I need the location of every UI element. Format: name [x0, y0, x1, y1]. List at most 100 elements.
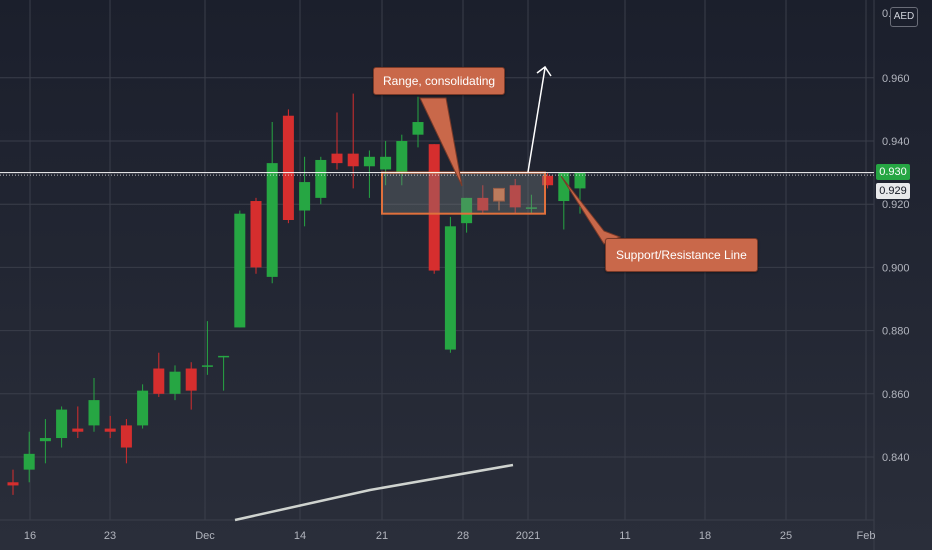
candle-body — [525, 207, 537, 209]
range-box[interactable] — [381, 171, 546, 215]
y-tick-label: 0.940 — [882, 136, 910, 148]
candle — [282, 109, 294, 224]
candle-body — [88, 400, 100, 426]
candle — [363, 150, 375, 198]
candle-body — [315, 159, 327, 198]
candle — [137, 384, 149, 429]
candle — [153, 352, 165, 397]
x-tick-label: 25 — [780, 530, 792, 542]
candle-body — [574, 172, 586, 189]
candle — [169, 365, 181, 401]
last-price-tag: 0.929 — [876, 183, 910, 199]
candle — [542, 172, 554, 189]
y-tick-label: 0.840 — [882, 452, 910, 464]
x-tick-label: 16 — [24, 530, 36, 542]
candle — [185, 362, 197, 410]
candle-body — [56, 409, 68, 439]
y-tick-label: 0. — [882, 8, 891, 20]
y-tick-label: 0.920 — [882, 199, 910, 211]
candle-body — [396, 141, 408, 173]
current-price-tag: 0.930 — [876, 164, 910, 180]
y-tick-label: 0.880 — [882, 326, 910, 338]
candle-body — [412, 122, 424, 135]
candle-body — [428, 144, 440, 271]
price-axis[interactable]: 0.840 0.860 0.880 0.900 0.920 0.940 0.960 0. — [882, 8, 910, 464]
y-tick-label: 0.900 — [882, 262, 910, 274]
candle-body — [23, 453, 35, 470]
candle — [380, 141, 392, 186]
axis-separators — [0, 0, 875, 550]
candle — [412, 96, 424, 148]
candle-body — [477, 197, 489, 211]
candle — [201, 321, 213, 375]
candle-body — [201, 365, 213, 367]
candle — [39, 419, 51, 464]
range-rectangle[interactable] — [381, 171, 546, 215]
candle-body — [444, 226, 456, 350]
candle-body — [266, 163, 278, 277]
candle-body — [250, 201, 262, 268]
candle-body — [299, 182, 311, 211]
candle-body — [153, 368, 165, 394]
candle — [88, 378, 100, 432]
x-tick-label: 2021 — [516, 530, 540, 542]
candle — [477, 185, 489, 214]
candle-body — [234, 213, 246, 328]
candle — [444, 216, 456, 353]
annotation-support[interactable]: Support/Resistance Line — [605, 238, 758, 272]
candle — [23, 431, 35, 483]
x-tick-label: 23 — [104, 530, 116, 542]
x-tick-label: Feb — [857, 530, 876, 542]
candle — [250, 197, 262, 274]
candle — [120, 419, 132, 464]
candles — [7, 93, 586, 495]
candle-body — [137, 390, 149, 426]
y-tick-label: 0.960 — [882, 73, 910, 85]
candle-body — [380, 156, 392, 170]
x-tick-label: 28 — [457, 530, 469, 542]
time-axis[interactable]: 16 23 Dec 14 21 28 2021 11 18 25 Feb — [24, 530, 876, 542]
candle-body — [461, 197, 473, 224]
candle — [104, 415, 116, 439]
candle-body — [331, 153, 343, 164]
candle-body — [558, 172, 570, 202]
breakout-arrow — [527, 65, 552, 173]
candle — [315, 156, 327, 205]
candle-body — [493, 187, 505, 202]
candle-body — [39, 438, 51, 442]
candle-body — [218, 355, 230, 358]
trend-line — [234, 463, 514, 522]
candle-body — [185, 368, 197, 391]
candle — [234, 210, 246, 328]
annotation-range[interactable]: Range, consolidating — [373, 67, 506, 95]
candle — [558, 172, 570, 230]
candle-body — [72, 428, 84, 432]
candle — [266, 122, 278, 284]
candle-body — [7, 482, 19, 486]
support-resistance-line[interactable] — [0, 172, 874, 176]
candle-body — [104, 428, 116, 432]
candle-body — [120, 425, 132, 448]
x-tick-label: 18 — [699, 530, 711, 542]
candle — [461, 197, 473, 233]
candle — [72, 406, 84, 439]
candle — [493, 187, 505, 211]
candle — [7, 469, 19, 495]
candle-body — [363, 156, 375, 167]
candle — [509, 178, 521, 214]
candle-body — [169, 371, 181, 394]
y-tick-label: 0.860 — [882, 389, 910, 401]
candle — [218, 355, 230, 391]
callout-pointers — [419, 97, 622, 245]
candle-body — [347, 153, 359, 167]
candle — [396, 134, 408, 186]
candle-body — [542, 175, 554, 186]
candle — [299, 156, 311, 227]
x-tick-label: Dec — [195, 530, 215, 542]
candle-body — [282, 115, 294, 220]
x-tick-label: 14 — [294, 530, 306, 542]
x-tick-label: 21 — [376, 530, 388, 542]
candle — [428, 144, 440, 274]
currency-badge[interactable]: AED — [890, 7, 918, 27]
